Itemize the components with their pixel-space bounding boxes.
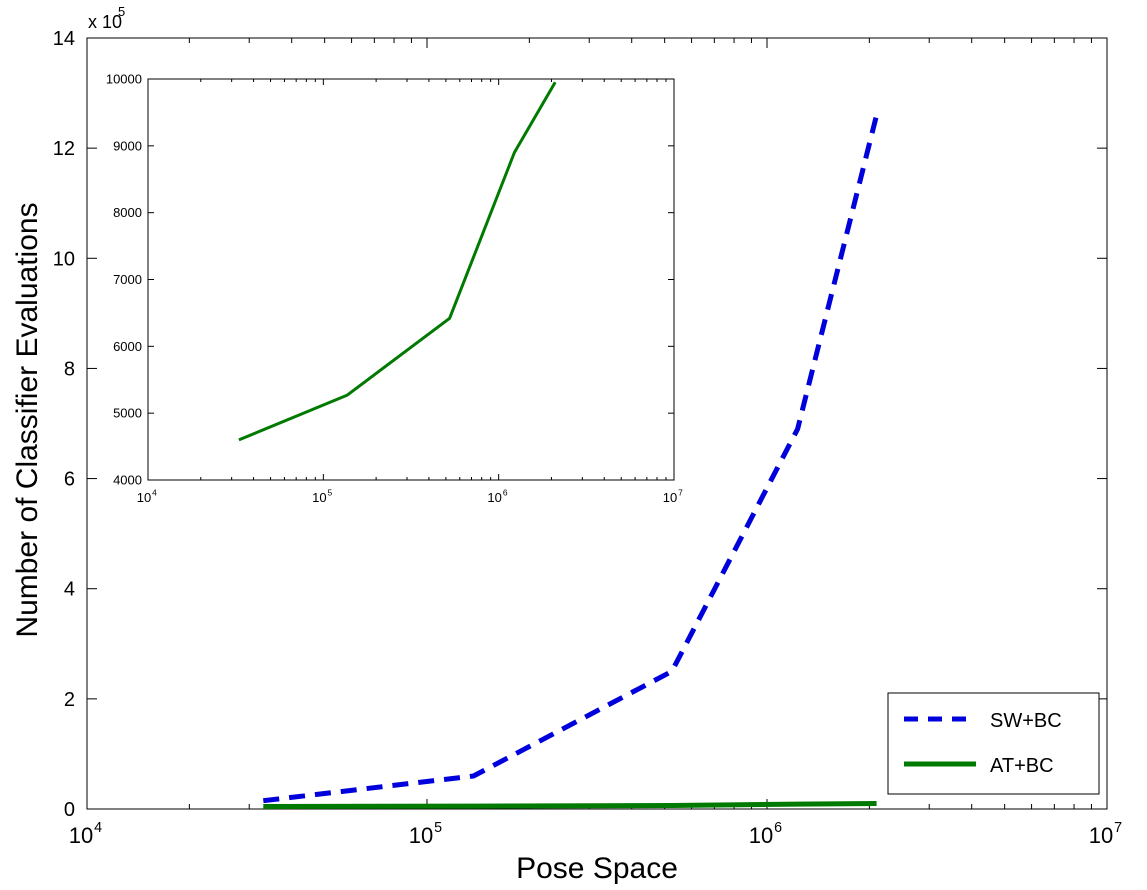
x-axis-label: Pose Space (516, 852, 678, 885)
x-tick-label: 10 (1089, 823, 1113, 848)
y-tick-label: 10 (53, 248, 75, 270)
x-tick-label: 10 (69, 823, 93, 848)
x-tick-label: 10 (487, 490, 501, 505)
y-tick-label: 14 (53, 28, 75, 50)
legend: SW+BC AT+BC (887, 692, 1100, 795)
x-tick-label: 10 (749, 823, 773, 848)
y-tick-label: 9000 (113, 138, 142, 153)
x-tick-label: 10 (409, 823, 433, 848)
y-tick-label: 7000 (113, 272, 142, 287)
y-multiplier-exponent: 5 (118, 4, 125, 19)
x-tick-exponent: 5 (327, 488, 332, 498)
inset-ticks: 10 4 10 5 10 6 10 74000500060007000800090001000… (106, 72, 683, 505)
y-tick-label: 12 (53, 138, 75, 160)
y-tick-label: 5000 (113, 406, 142, 421)
y-multiplier-label: x 10 (88, 12, 122, 32)
series-line-sw-bc (263, 114, 880, 804)
y-tick-label: 4 (64, 579, 75, 601)
x-tick-exponent: 7 (1114, 820, 1122, 836)
x-tick-label: 10 (312, 490, 326, 505)
y-tick-label: 6 (64, 469, 75, 491)
inset-plot-area (147, 78, 675, 481)
x-tick-exponent: 4 (94, 820, 102, 836)
y-tick-label: 8 (64, 358, 75, 380)
y-tick-label: 6000 (113, 339, 142, 354)
y-tick-label: 2 (64, 689, 75, 711)
y-tick-label: 0 (64, 799, 75, 821)
x-tick-exponent: 6 (503, 488, 508, 498)
x-tick-exponent: 7 (678, 488, 683, 498)
legend-box (887, 692, 1100, 795)
x-tick-label: 10 (137, 490, 151, 505)
x-tick-exponent: 6 (774, 820, 782, 836)
x-tick-label: 10 (663, 490, 677, 505)
series-line-at-bc (263, 801, 877, 809)
y-axis-label: Number of Classifier Evaluations (11, 202, 44, 637)
legend-label-sw-bc: SW+BC (990, 710, 1062, 732)
y-tick-label: 4000 (113, 473, 142, 488)
x-tick-exponent: 4 (152, 488, 157, 498)
inset-series (238, 81, 557, 442)
legend-label-at-bc: AT+BC (990, 755, 1054, 777)
x-tick-exponent: 5 (434, 820, 442, 836)
y-tick-label: 10000 (106, 72, 142, 87)
main-series (263, 114, 880, 809)
y-tick-label: 8000 (113, 205, 142, 220)
